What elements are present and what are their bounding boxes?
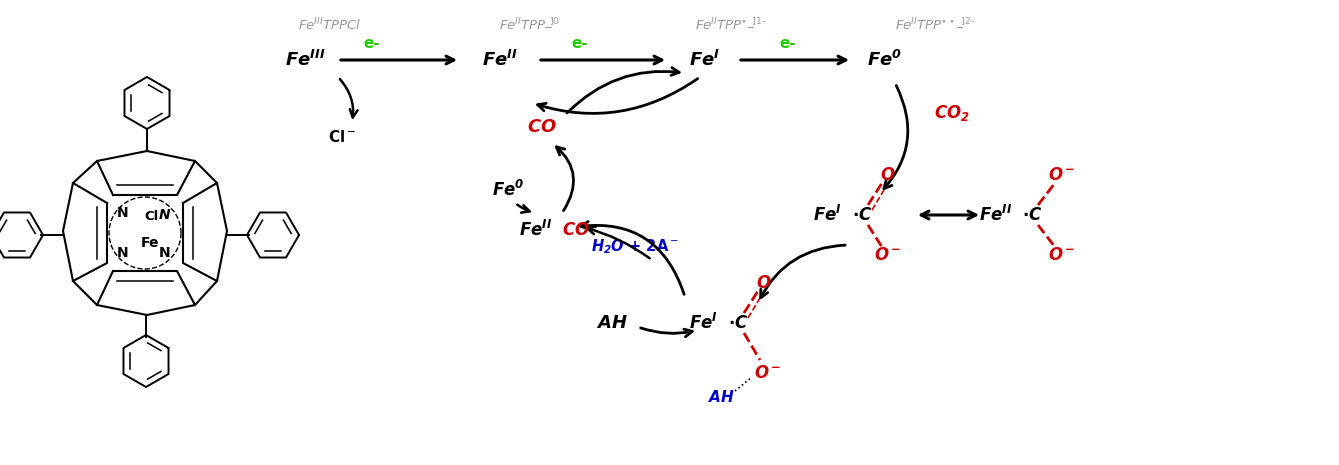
Text: $\bfit{Fe}^{I}$: $\bfit{Fe}^{I}$ xyxy=(690,50,720,70)
Text: $\bfit{\cdot C}$: $\bfit{\cdot C}$ xyxy=(728,314,749,332)
Text: $\bfit{Fe}^{0}$: $\bfit{Fe}^{0}$ xyxy=(868,50,902,70)
Text: Fe$^{II}$TPP$^{\bullet\bullet}$$\overline{\ }^{]2\text{-}}$: Fe$^{II}$TPP$^{\bullet\bullet}$$\overlin… xyxy=(894,17,975,33)
Text: $\bfit{Fe^{II}}$: $\bfit{Fe^{II}}$ xyxy=(979,205,1012,225)
Text: Fe$^{III}$TPPCl: Fe$^{III}$TPPCl xyxy=(299,17,362,33)
Text: $\bfit{H_2O}$ + 2A$^-$: $\bfit{H_2O}$ + 2A$^-$ xyxy=(590,238,679,256)
Text: e-: e- xyxy=(364,35,380,51)
Text: Fe$^{II}$TPP$\overline{\ }^{]0}$: Fe$^{II}$TPP$\overline{\ }^{]0}$ xyxy=(499,17,561,33)
Text: $\bfit{AH}$: $\bfit{AH}$ xyxy=(708,389,735,405)
Text: e-: e- xyxy=(779,35,797,51)
Text: $\bfit{Fe^{II}}$: $\bfit{Fe^{II}}$ xyxy=(518,220,552,240)
Text: $\bfit{O}^-$: $\bfit{O}^-$ xyxy=(1048,166,1075,184)
Text: Cl: Cl xyxy=(145,210,159,223)
Text: Cl$^-$: Cl$^-$ xyxy=(328,129,356,145)
Text: $\bfit{\cdot C}$: $\bfit{\cdot C}$ xyxy=(852,206,873,224)
Text: $\bfit{Fe^I}$: $\bfit{Fe^I}$ xyxy=(690,313,718,333)
Text: N: N xyxy=(159,208,171,222)
Text: N: N xyxy=(118,206,129,220)
Text: $\bfit{\cdot C}$: $\bfit{\cdot C}$ xyxy=(1022,206,1042,224)
Text: Fe: Fe xyxy=(141,236,159,250)
Text: $\bfit{O}^-$: $\bfit{O}^-$ xyxy=(754,364,782,382)
Text: $\bfit{CO}$: $\bfit{CO}$ xyxy=(528,118,557,136)
Text: e-: e- xyxy=(572,35,588,51)
Text: N: N xyxy=(159,246,171,260)
Text: $\bfit{Fe^0}$: $\bfit{Fe^0}$ xyxy=(491,180,525,200)
Text: $\bfit{O}$: $\bfit{O}$ xyxy=(880,166,896,184)
Text: $\bfit{CO_2}$: $\bfit{CO_2}$ xyxy=(935,103,969,123)
Text: Fe$^{II}$TPP$^{\bullet}$$\overline{\ }^{]1\text{-}}$: Fe$^{II}$TPP$^{\bullet}$$\overline{\ }^{… xyxy=(695,17,766,33)
Text: $\bfit{Fe^I}$: $\bfit{Fe^I}$ xyxy=(813,205,842,225)
Text: $\bfit{Fe}^{III}$: $\bfit{Fe}^{III}$ xyxy=(285,50,325,70)
Text: $\bfit{O}^-$: $\bfit{O}^-$ xyxy=(874,246,901,264)
Text: N: N xyxy=(118,246,129,260)
Text: $\bfit{AH}$: $\bfit{AH}$ xyxy=(596,314,628,332)
Text: $\bfit{Fe}^{II}$: $\bfit{Fe}^{II}$ xyxy=(482,50,518,70)
Text: $\bfit{O}^-$: $\bfit{O}^-$ xyxy=(1048,246,1075,264)
Text: $\bfit{CO}$: $\bfit{CO}$ xyxy=(562,221,589,239)
Text: $\bfit{O}$: $\bfit{O}$ xyxy=(757,274,771,292)
